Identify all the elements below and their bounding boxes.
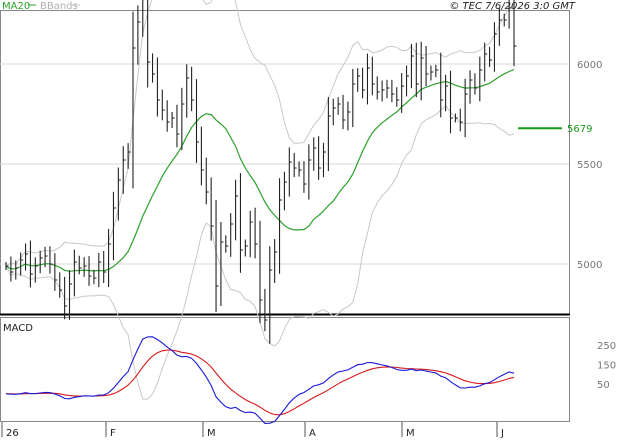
bband-upper: [5, 0, 515, 267]
legend-ma20: MA20: [2, 1, 30, 12]
macd-y-tick-label: 50: [597, 380, 610, 391]
price-levels: 67095679: [518, 124, 592, 135]
x-tick-label: 26: [6, 428, 19, 439]
price-grid: [0, 63, 569, 265]
x-axis-labels: 26 F M A M J: [1, 422, 504, 439]
price-bars: [5, 0, 517, 344]
y-tick-label: 6000: [577, 60, 602, 71]
macd-lines: [5, 336, 515, 424]
macd-y-tick-label: 250: [597, 341, 616, 352]
x-tick-label: M: [207, 428, 216, 439]
macd-y-tick-label: 150: [597, 361, 616, 372]
y-tick-label: 5000: [577, 260, 602, 271]
x-tick-label: M: [406, 428, 415, 439]
y-axis-labels: 5000550060006500700025015050: [577, 60, 616, 391]
x-tick-label: F: [110, 428, 116, 439]
macd-panel-frame: [0, 317, 570, 422]
macd-line: [5, 336, 515, 424]
legend-bbands: BBands: [40, 1, 78, 12]
x-tick-label: J: [500, 428, 504, 439]
support-label: 5679: [567, 124, 592, 135]
macd-title: MACD: [3, 323, 33, 334]
moving-average-line: [5, 69, 515, 272]
x-tick-label: A: [309, 428, 316, 439]
copyright-timestamp: © TEC 7/6/2026 3:0 GMT: [449, 1, 576, 12]
ma20-line: [5, 69, 515, 272]
y-tick-label: 5500: [577, 160, 602, 171]
